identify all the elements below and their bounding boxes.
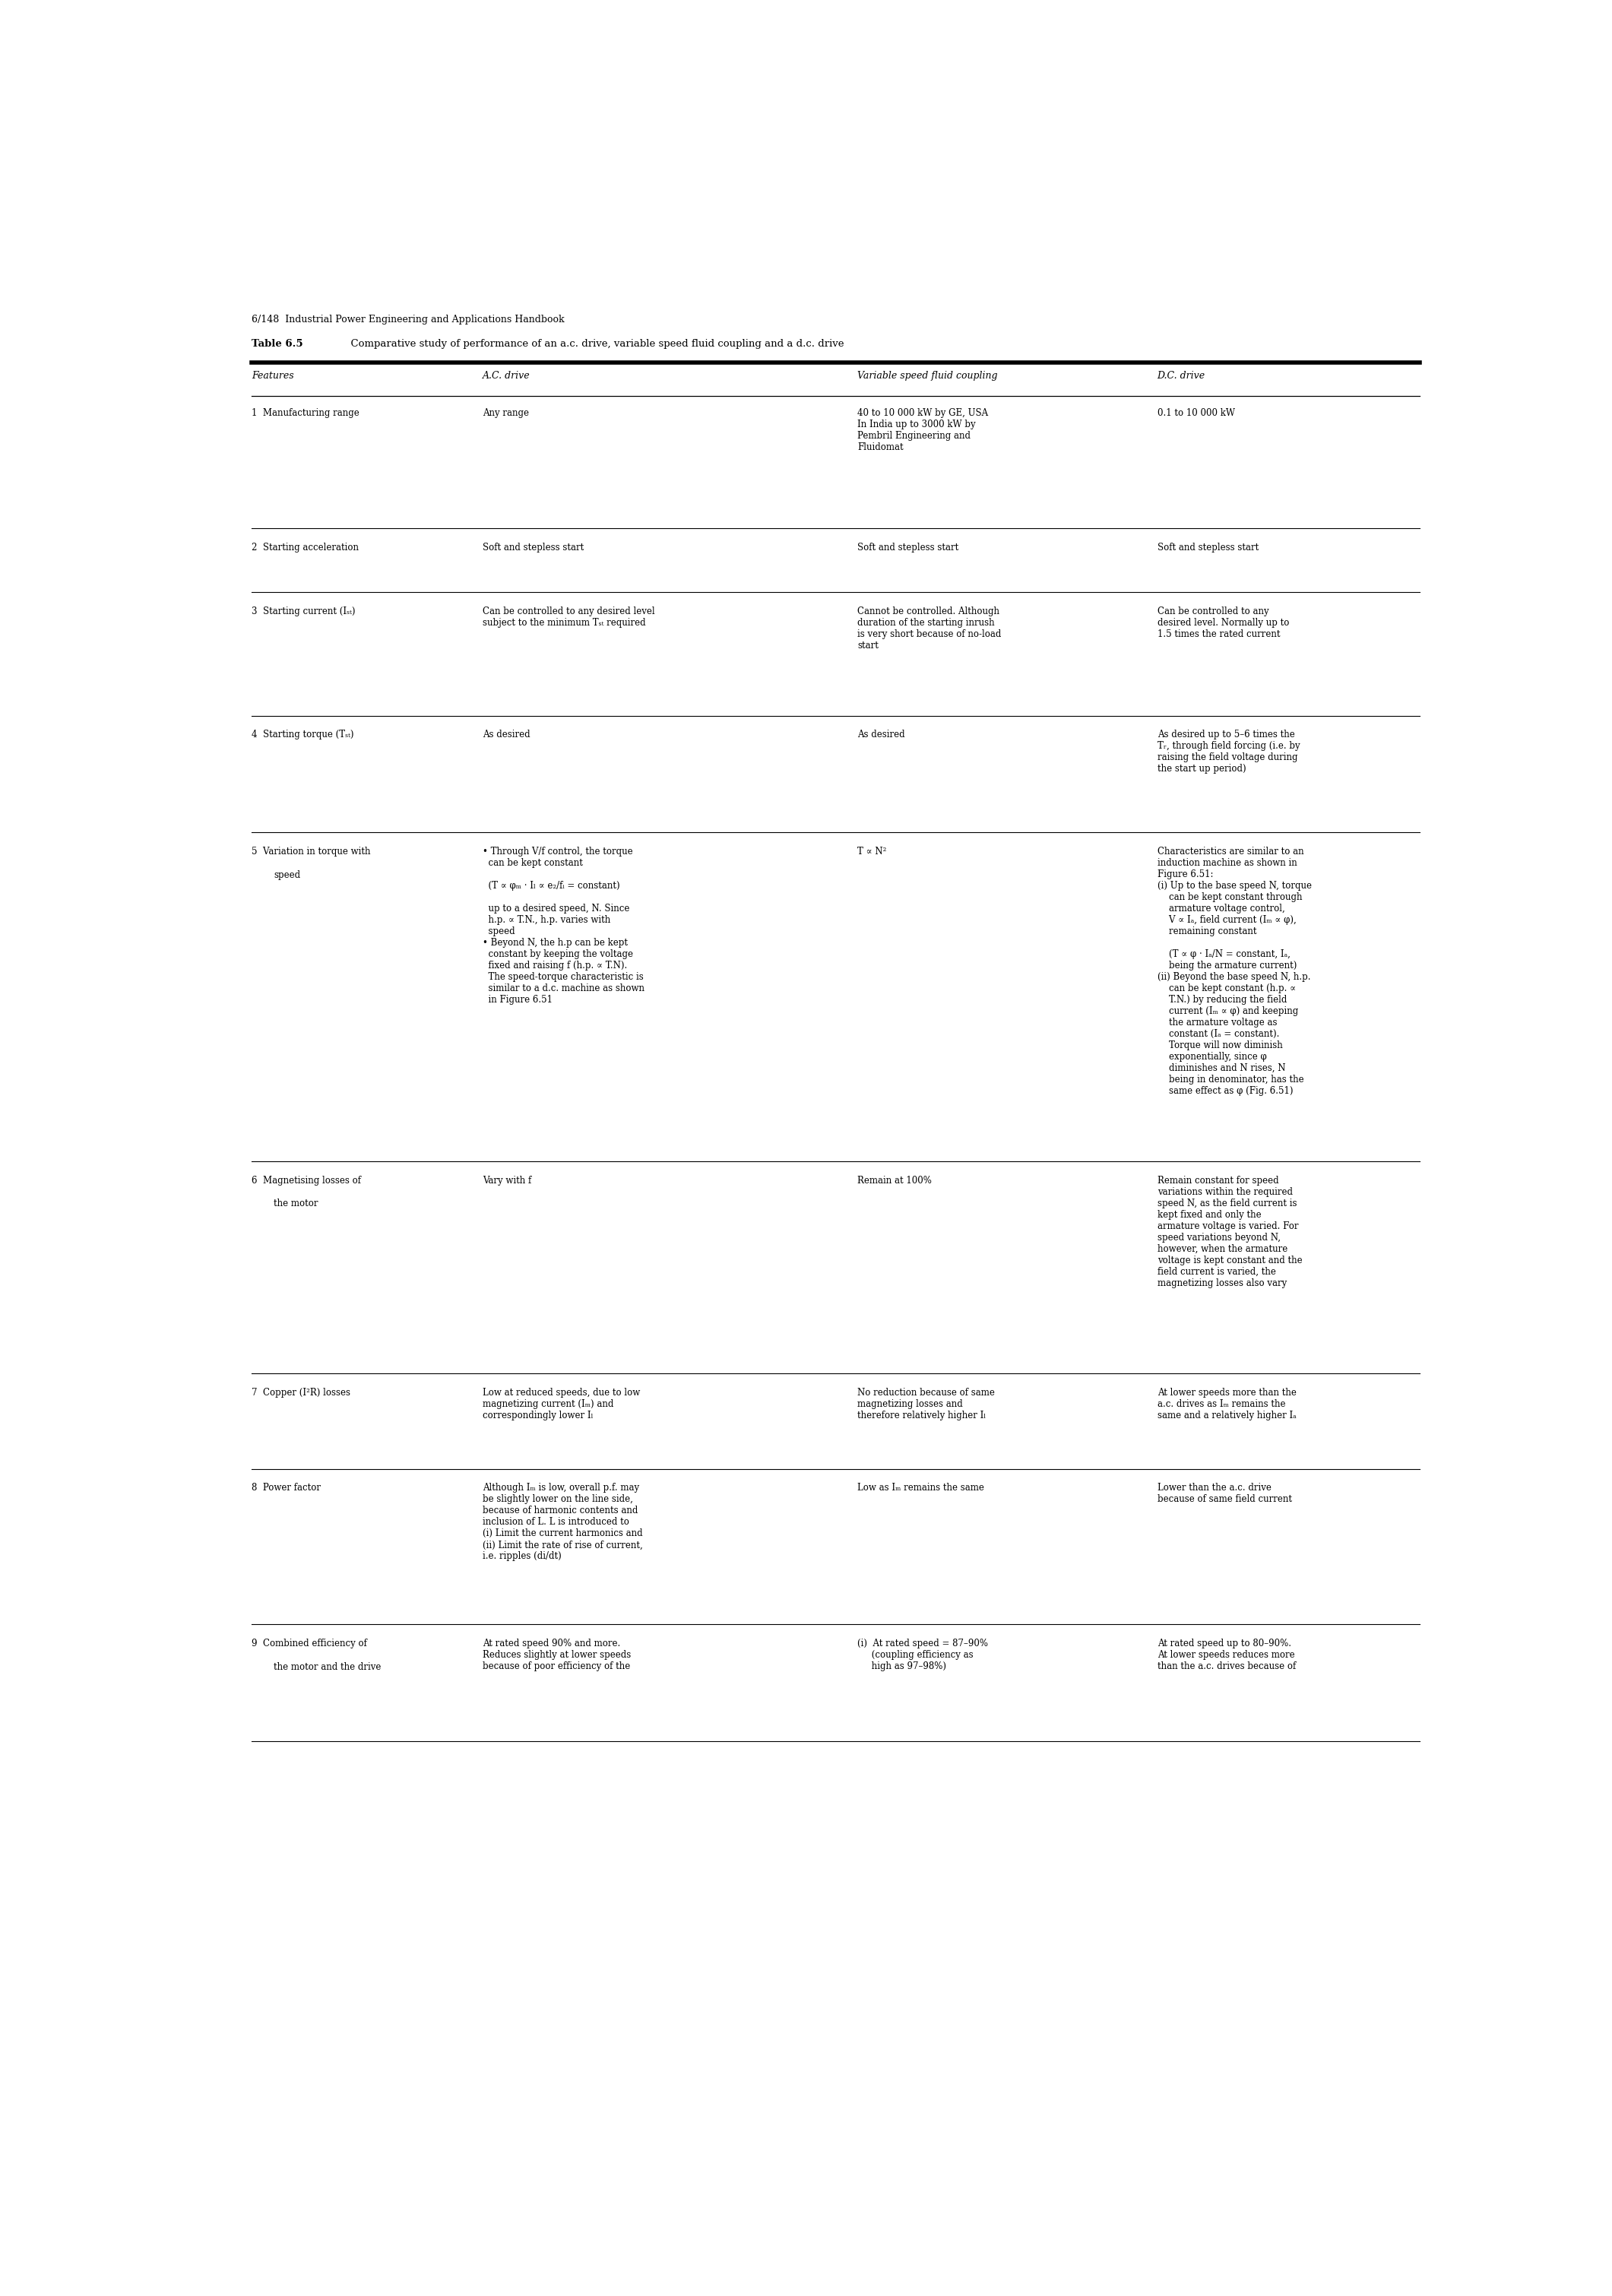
Text: Low as Iₘ remains the same: Low as Iₘ remains the same <box>858 1483 985 1492</box>
Text: Soft and stepless start: Soft and stepless start <box>858 542 959 553</box>
Text: (i)  At rated speed = 87–90%
     (coupling efficiency as
     high as 97–98%): (i) At rated speed = 87–90% (coupling ef… <box>858 1639 988 1671</box>
Text: No reduction because of same
magnetizing losses and
therefore relatively higher : No reduction because of same magnetizing… <box>858 1387 995 1421</box>
Text: the motor: the motor <box>274 1199 319 1208</box>
Text: 3  Starting current (Iₛₜ): 3 Starting current (Iₛₜ) <box>251 606 355 615</box>
Text: As desired: As desired <box>482 730 530 739</box>
Text: As desired: As desired <box>858 730 904 739</box>
Text: 7  Copper (I²R) losses: 7 Copper (I²R) losses <box>251 1387 350 1398</box>
Text: 6  Magnetising losses of: 6 Magnetising losses of <box>251 1176 361 1185</box>
Text: At rated speed up to 80–90%.
At lower speeds reduces more
than the a.c. drives b: At rated speed up to 80–90%. At lower sp… <box>1157 1639 1296 1671</box>
Text: Soft and stepless start: Soft and stepless start <box>1157 542 1259 553</box>
Text: 8  Power factor: 8 Power factor <box>251 1483 321 1492</box>
Text: D.C. drive: D.C. drive <box>1157 372 1206 381</box>
Text: speed: speed <box>274 870 301 879</box>
Text: Variable speed fluid coupling: Variable speed fluid coupling <box>858 372 998 381</box>
Text: 0.1 to 10 000 kW: 0.1 to 10 000 kW <box>1157 409 1235 418</box>
Text: the motor and the drive: the motor and the drive <box>274 1662 382 1671</box>
Text: Characteristics are similar to an
induction machine as shown in
Figure 6.51:
(i): Characteristics are similar to an induct… <box>1157 847 1312 1095</box>
Text: 9  Combined efficiency of: 9 Combined efficiency of <box>251 1639 368 1649</box>
Text: T ∝ N²: T ∝ N² <box>858 847 887 856</box>
Text: Lower than the a.c. drive
because of same field current: Lower than the a.c. drive because of sam… <box>1157 1483 1291 1504</box>
Text: Cannot be controlled. Although
duration of the starting inrush
is very short bec: Cannot be controlled. Although duration … <box>858 606 1001 650</box>
Text: Any range: Any range <box>482 409 529 418</box>
Text: Can be controlled to any
desired level. Normally up to
1.5 times the rated curre: Can be controlled to any desired level. … <box>1157 606 1290 638</box>
Text: At lower speeds more than the
a.c. drives as Iₘ remains the
same and a relativel: At lower speeds more than the a.c. drive… <box>1157 1387 1296 1421</box>
Text: • Through V/f control, the torque
  can be kept constant

  (T ∝ φₘ · Iₗ ∝ e₂/fᵢ: • Through V/f control, the torque can be… <box>482 847 645 1006</box>
Text: Vary with f: Vary with f <box>482 1176 532 1185</box>
Text: Table 6.5: Table 6.5 <box>251 340 303 349</box>
Text: 4  Starting torque (Tₛₜ): 4 Starting torque (Tₛₜ) <box>251 730 353 739</box>
Text: At rated speed 90% and more.
Reduces slightly at lower speeds
because of poor ef: At rated speed 90% and more. Reduces sli… <box>482 1639 630 1671</box>
Text: Although Iₘ is low, overall p.f. may
be slightly lower on the line side,
because: Although Iₘ is low, overall p.f. may be … <box>482 1483 643 1561</box>
Text: Can be controlled to any desired level
subject to the minimum Tₛₜ required: Can be controlled to any desired level s… <box>482 606 654 627</box>
Text: 5  Variation in torque with: 5 Variation in torque with <box>251 847 371 856</box>
Text: Features: Features <box>251 372 293 381</box>
Text: Remain constant for speed
variations within the required
speed N, as the field c: Remain constant for speed variations wit… <box>1157 1176 1302 1288</box>
Text: Soft and stepless start: Soft and stepless start <box>482 542 584 553</box>
Text: Comparative study of performance of an a.c. drive, variable speed fluid coupling: Comparative study of performance of an a… <box>343 340 843 349</box>
Text: 1  Manufacturing range: 1 Manufacturing range <box>251 409 359 418</box>
Text: 2  Starting acceleration: 2 Starting acceleration <box>251 542 358 553</box>
Text: Remain at 100%: Remain at 100% <box>858 1176 932 1185</box>
Text: Low at reduced speeds, due to low
magnetizing current (Iₘ) and
correspondingly l: Low at reduced speeds, due to low magnet… <box>482 1387 640 1421</box>
Text: A.C. drive: A.C. drive <box>482 372 530 381</box>
Text: 40 to 10 000 kW by GE, USA
In India up to 3000 kW by
Pembril Engineering and
Flu: 40 to 10 000 kW by GE, USA In India up t… <box>858 409 988 452</box>
Text: 6/148  Industrial Power Engineering and Applications Handbook: 6/148 Industrial Power Engineering and A… <box>251 315 564 324</box>
Text: As desired up to 5–6 times the
Tᵣ, through field forcing (i.e. by
raising the fi: As desired up to 5–6 times the Tᵣ, throu… <box>1157 730 1299 774</box>
